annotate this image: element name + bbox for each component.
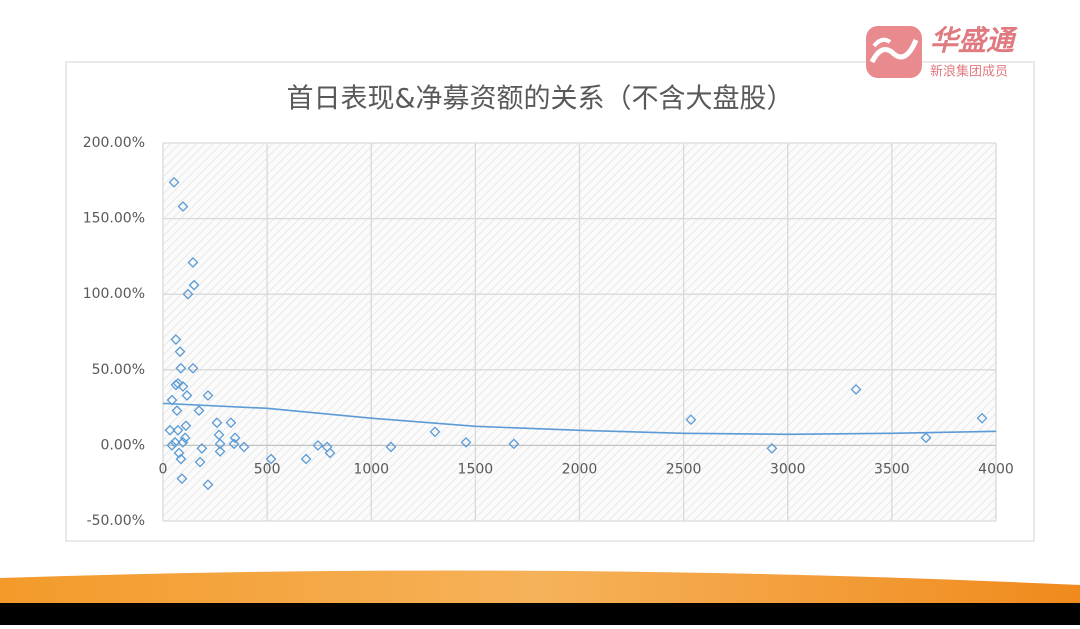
scatter-point <box>202 390 214 401</box>
scatter-point <box>180 420 192 432</box>
footer-bar <box>0 603 1080 625</box>
scatter-point <box>179 432 191 444</box>
scatter-point <box>508 438 520 450</box>
scatter-point <box>920 432 932 444</box>
scatter-point <box>850 384 862 395</box>
scatter-point <box>324 447 336 459</box>
scatter-point <box>194 456 206 468</box>
scatter-point <box>202 479 214 491</box>
scatter-point <box>187 362 199 374</box>
y-tick-label: 150.00% <box>83 211 145 227</box>
trendline <box>162 402 997 436</box>
x-tick-label: 1500 <box>458 461 494 477</box>
scatter-point <box>177 201 189 212</box>
scatter-point <box>166 394 178 406</box>
scatter-point <box>300 453 312 465</box>
scatter-point <box>173 447 185 459</box>
chart-title: 首日表现&净募资额的关系（不含大盘股） <box>286 84 793 115</box>
scatter-point <box>238 441 250 453</box>
scatter-point <box>187 257 199 268</box>
x-tick-label: 500 <box>254 461 281 477</box>
scatter-point <box>685 414 697 426</box>
scatter-point <box>229 432 241 444</box>
scatter-point <box>170 379 182 391</box>
scatter-point <box>228 438 240 450</box>
y-tick-label: 0.00% <box>101 437 145 453</box>
logo-brand: 华盛通 <box>930 24 1018 57</box>
scatter-point <box>188 279 200 291</box>
y-tick-label: 50.00% <box>92 362 145 378</box>
x-tick-label: 3500 <box>874 461 910 477</box>
y-tick-label: -50.00% <box>87 513 145 529</box>
scatter-point <box>460 436 472 448</box>
y-tick-label: 200.00% <box>83 135 145 151</box>
x-tick-label: 0 <box>159 461 168 477</box>
scatter-point <box>182 288 194 300</box>
scatter-point <box>171 405 183 417</box>
scatter-point <box>166 439 178 451</box>
logo: 华盛通 新浪集团成员 <box>866 24 1018 80</box>
scatter-point <box>225 417 237 429</box>
scatter-point <box>181 390 193 401</box>
x-tick-label: 2000 <box>562 461 598 477</box>
scatter-point <box>385 441 397 453</box>
scatter-point <box>175 362 187 374</box>
scatter-point <box>175 453 187 465</box>
scatter-point <box>177 436 189 448</box>
scatter-point <box>176 473 188 485</box>
scatter-point <box>164 424 176 436</box>
x-tick-label: 1000 <box>353 461 389 477</box>
scatter-point <box>429 426 441 438</box>
scatter-point <box>211 417 223 429</box>
scatter-point <box>766 443 778 454</box>
y-tick-label: 100.00% <box>83 286 145 302</box>
scatter-point <box>213 429 225 441</box>
scatter-point <box>174 346 186 358</box>
logo-tagline: 新浪集团成员 <box>930 64 1008 80</box>
scatter-point <box>214 438 226 450</box>
x-tick-label: 4000 <box>978 461 1014 477</box>
scatter-point <box>265 453 277 465</box>
x-tick-label: 3000 <box>770 461 806 477</box>
scatter-point <box>214 446 226 457</box>
scatter-point <box>193 405 205 417</box>
x-tick-label: 2500 <box>666 461 702 477</box>
scatter-point <box>312 439 324 451</box>
scatter-point <box>172 424 184 436</box>
scatter-point <box>170 334 182 345</box>
scatter-point <box>976 412 988 424</box>
scatter-point <box>196 443 208 454</box>
scatter-point <box>168 176 180 188</box>
footer-band <box>0 570 1080 603</box>
